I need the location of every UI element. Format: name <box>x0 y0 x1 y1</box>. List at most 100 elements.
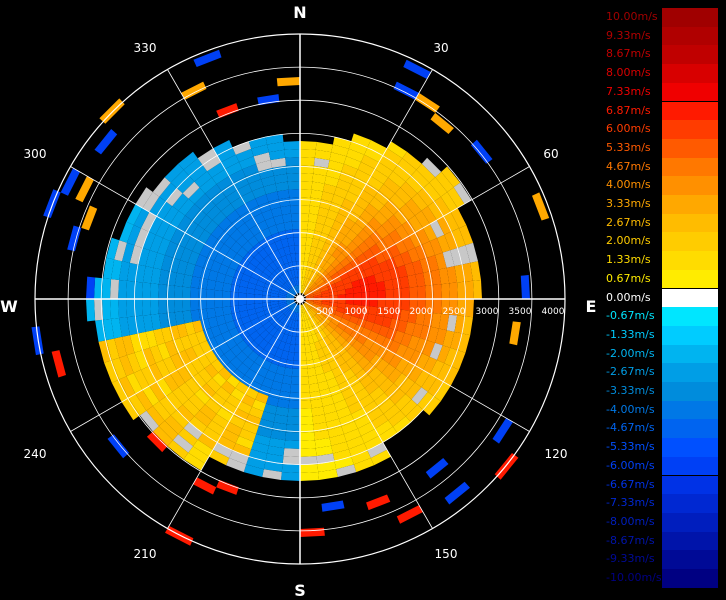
velocity-cell <box>287 310 293 319</box>
velocity-cell <box>174 299 183 313</box>
velocity-cell <box>310 398 323 409</box>
velocity-cell <box>364 203 379 218</box>
velocity-cell <box>270 295 279 299</box>
legend-label: -4.00m/s <box>606 402 655 416</box>
velocity-cell <box>462 316 473 336</box>
velocity-cell <box>211 225 225 239</box>
velocity-cell <box>174 311 185 326</box>
velocity-cell <box>288 245 296 254</box>
velocity-cell <box>369 299 378 308</box>
legend-entry: 8.67m/s <box>600 45 726 65</box>
legend-swatch <box>662 400 718 420</box>
velocity-cell <box>351 279 361 288</box>
velocity-cell <box>269 327 278 337</box>
velocity-cell <box>190 358 205 374</box>
velocity-cell <box>369 342 382 355</box>
velocity-cell <box>404 321 416 336</box>
velocity-cell <box>216 407 233 422</box>
radar-site-marker <box>296 295 304 303</box>
velocity-cell <box>423 182 441 202</box>
velocity-cell <box>395 240 408 255</box>
velocity-cell <box>315 141 333 153</box>
velocity-cell <box>294 304 299 313</box>
velocity-cell <box>262 295 271 299</box>
velocity-cell <box>274 240 284 250</box>
velocity-cell <box>441 283 450 299</box>
velocity-cell <box>304 303 311 310</box>
velocity-cell <box>126 373 143 394</box>
velocity-cell <box>415 311 426 326</box>
velocity-cell <box>338 171 355 184</box>
velocity-cell <box>399 204 415 221</box>
velocity-cell <box>367 442 387 458</box>
velocity-cell <box>253 373 265 385</box>
velocity-cell <box>300 221 309 230</box>
legend-label: -7.33m/s <box>606 496 655 510</box>
velocity-cell <box>419 325 432 341</box>
velocity-cell <box>321 299 330 303</box>
velocity-cell <box>262 291 271 296</box>
velocity-cell <box>150 299 159 315</box>
velocity-cell <box>376 307 386 317</box>
velocity-cell <box>288 289 296 296</box>
velocity-cell <box>453 182 472 204</box>
velocity-cell <box>164 340 178 357</box>
velocity-cell <box>247 351 259 363</box>
velocity-cell <box>202 155 221 172</box>
velocity-cell <box>395 394 412 411</box>
velocity-cell <box>300 392 311 401</box>
velocity-cell <box>289 311 295 320</box>
velocity-cell <box>122 242 135 263</box>
velocity-cell <box>242 421 259 435</box>
velocity-cell <box>343 308 353 316</box>
velocity-cell <box>194 193 211 210</box>
velocity-cell <box>159 182 177 202</box>
velocity-cell <box>172 244 185 261</box>
velocity-cell <box>275 311 284 320</box>
velocity-cell <box>268 437 286 449</box>
velocity-cell <box>271 305 280 312</box>
velocity-cell <box>334 310 344 318</box>
velocity-cell <box>274 321 283 330</box>
velocity-cell <box>302 277 307 286</box>
velocity-cell <box>222 282 232 292</box>
velocity-cell <box>337 303 346 309</box>
velocity-cell <box>387 214 402 230</box>
velocity-cell <box>278 294 287 298</box>
velocity-cell <box>339 362 351 374</box>
velocity-cell <box>242 229 255 241</box>
velocity-cell <box>262 469 282 480</box>
velocity-cell <box>153 252 165 270</box>
velocity-cell <box>218 323 229 334</box>
velocity-cell <box>330 272 340 280</box>
velocity-cell <box>81 205 98 231</box>
legend-entry: -8.00m/s <box>600 512 726 532</box>
velocity-cell <box>208 316 219 328</box>
velocity-cell <box>129 245 143 265</box>
velocity-cell <box>226 458 247 473</box>
velocity-cell <box>86 299 96 322</box>
velocity-cell <box>270 289 280 295</box>
velocity-cell <box>311 238 320 248</box>
velocity-cell <box>275 278 284 287</box>
velocity-cell <box>119 317 130 337</box>
velocity-cell <box>285 254 293 263</box>
velocity-cell <box>350 362 363 375</box>
velocity-cell <box>308 375 318 385</box>
legend-swatch <box>662 157 718 177</box>
velocity-cell <box>226 210 240 224</box>
velocity-cell <box>225 394 241 409</box>
velocity-cell <box>231 216 245 230</box>
velocity-cell <box>277 257 285 267</box>
velocity-cell <box>366 274 377 285</box>
velocity-cell <box>391 308 402 321</box>
velocity-cell <box>450 331 463 351</box>
velocity-cell <box>331 339 342 350</box>
velocity-cell <box>405 175 424 194</box>
velocity-cell <box>235 436 254 450</box>
velocity-cell <box>423 396 441 416</box>
velocity-cell <box>409 232 423 248</box>
legend-label: 7.33m/s <box>606 84 651 98</box>
velocity-cell <box>232 443 252 457</box>
velocity-cell <box>326 209 339 221</box>
